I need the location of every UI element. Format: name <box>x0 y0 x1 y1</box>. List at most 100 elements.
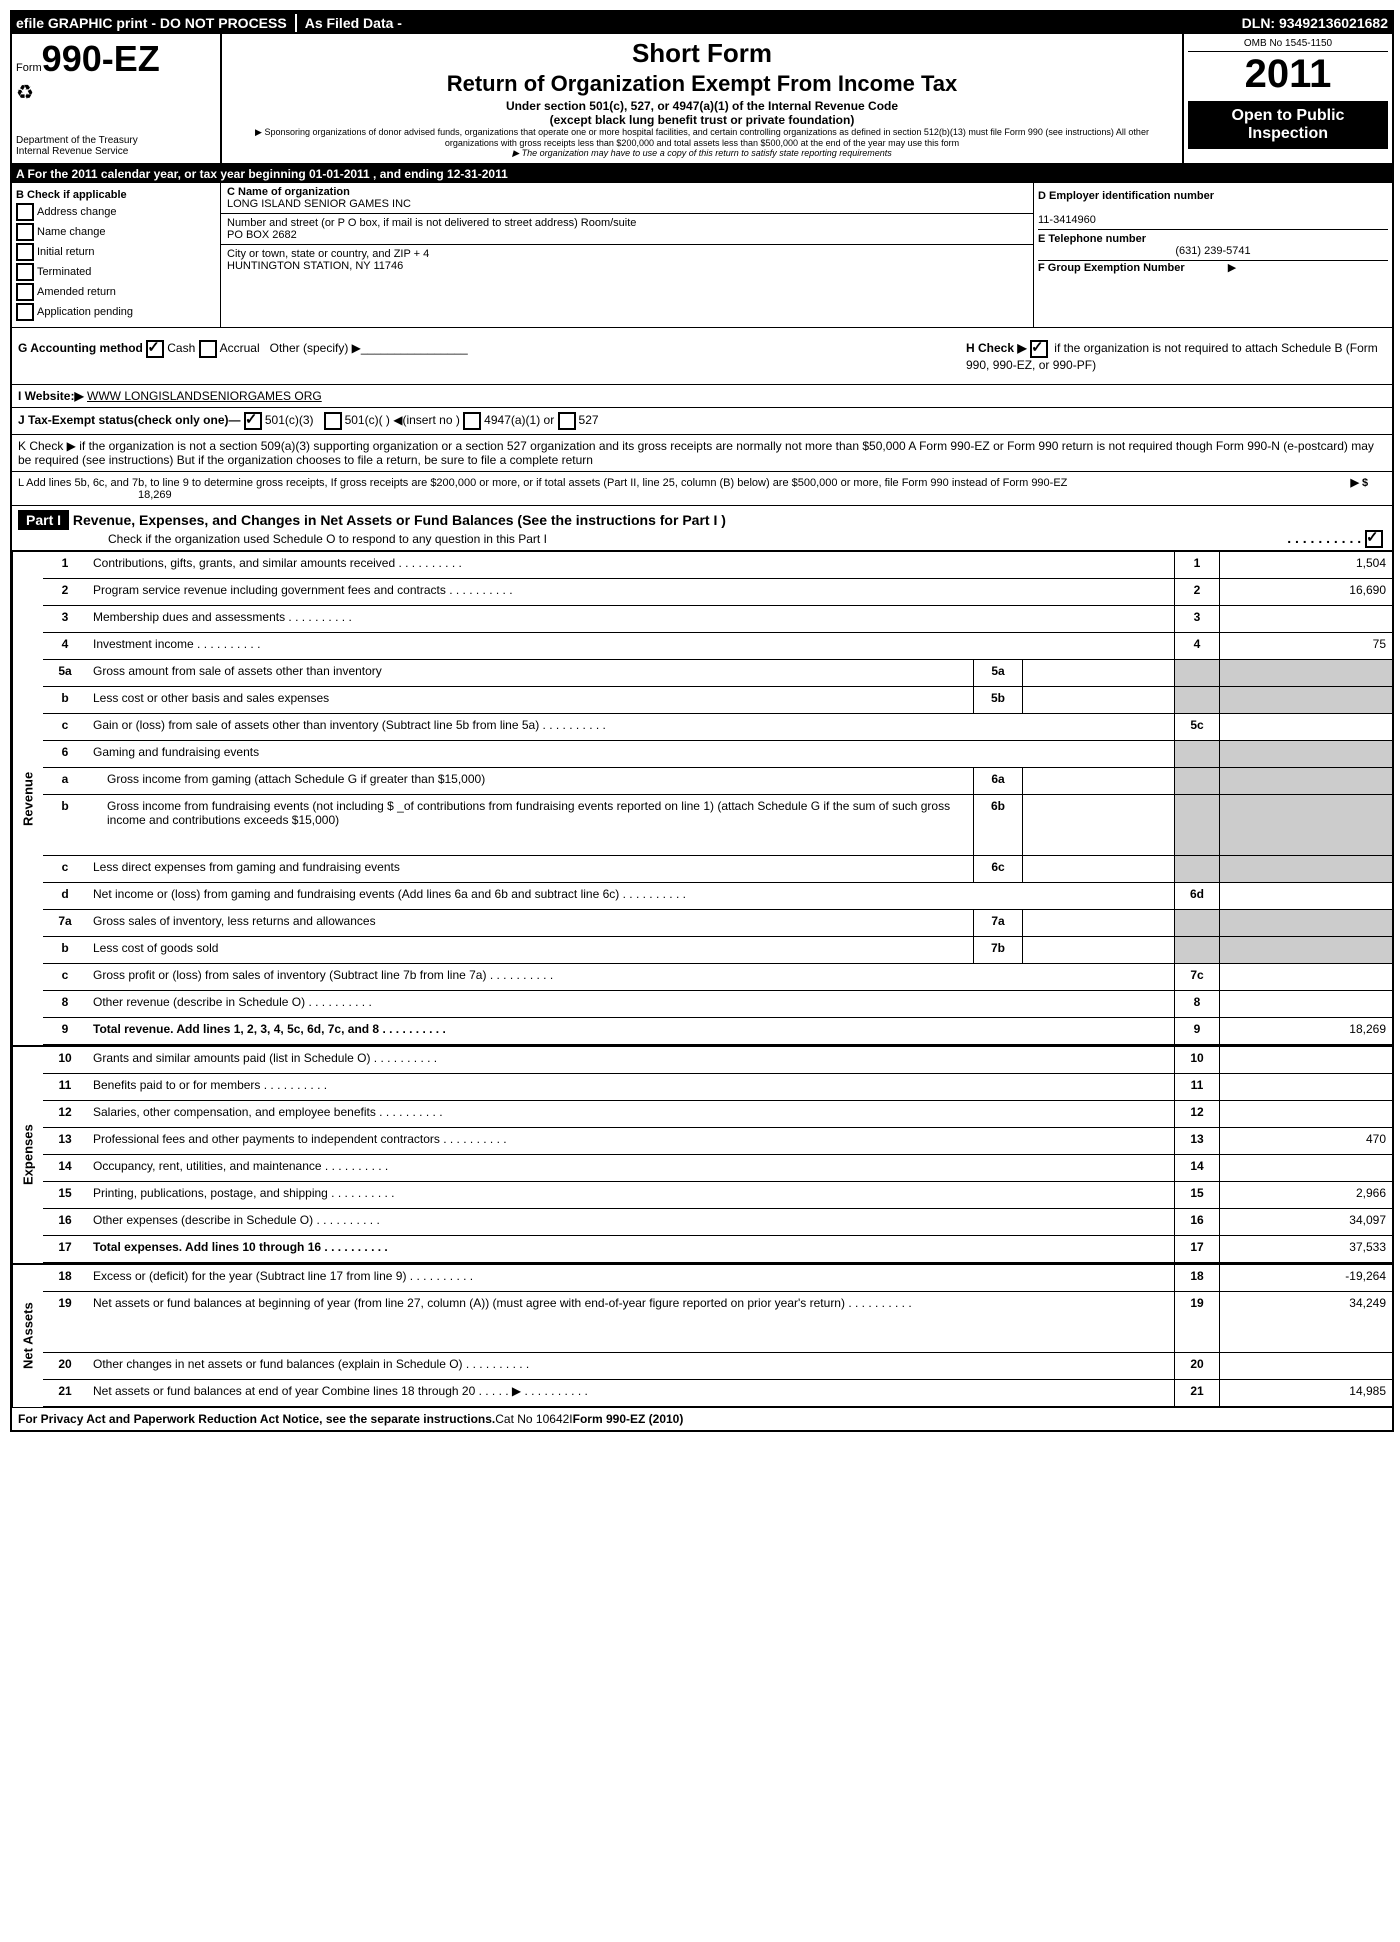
footer: For Privacy Act and Paperwork Reduction … <box>12 1407 1392 1430</box>
line-ref: 17 <box>1174 1236 1219 1262</box>
net-vlabel: Net Assets <box>12 1265 43 1407</box>
line-ref <box>1174 856 1219 882</box>
line-num: b <box>43 687 87 713</box>
line-num: 10 <box>43 1047 87 1073</box>
line-num: 17 <box>43 1236 87 1262</box>
line-num: a <box>43 768 87 794</box>
checkbox[interactable] <box>16 223 34 241</box>
line-row: 21Net assets or fund balances at end of … <box>43 1380 1392 1407</box>
sub-val <box>1023 768 1174 794</box>
line-num: 5a <box>43 660 87 686</box>
line-desc: Gross income from gaming (attach Schedul… <box>87 768 973 794</box>
line-ref: 7c <box>1174 964 1219 990</box>
accrual-checkbox[interactable] <box>199 340 217 358</box>
i-label: I Website:▶ <box>18 389 84 403</box>
g-label: G Accounting method <box>18 341 143 355</box>
line-desc: Benefits paid to or for members <box>87 1074 1174 1100</box>
line-row: 13Professional fees and other payments t… <box>43 1128 1392 1155</box>
line-num: 13 <box>43 1128 87 1154</box>
line-val: 1,504 <box>1219 552 1392 578</box>
line-val: 75 <box>1219 633 1392 659</box>
line-ref: 10 <box>1174 1047 1219 1073</box>
cash-checkbox[interactable] <box>146 340 164 358</box>
form-page: efile GRAPHIC print - DO NOT PROCESS As … <box>10 10 1394 1432</box>
line-ref <box>1174 937 1219 963</box>
part1-title: Revenue, Expenses, and Changes in Net As… <box>73 512 726 528</box>
section-j: J Tax-Exempt status(check only one)— 501… <box>12 407 1392 434</box>
line-row: 4Investment income475 <box>43 633 1392 660</box>
line-num: 14 <box>43 1155 87 1181</box>
line-desc: Total revenue. Add lines 1, 2, 3, 4, 5c,… <box>87 1018 1174 1044</box>
sub-val <box>1023 687 1174 713</box>
top-bar: efile GRAPHIC print - DO NOT PROCESS As … <box>12 12 1392 34</box>
colb-item: Name change <box>16 223 216 241</box>
line-ref <box>1174 795 1219 855</box>
line-val: 16,690 <box>1219 579 1392 605</box>
line-num: 7a <box>43 910 87 936</box>
line-row: 18Excess or (deficit) for the year (Subt… <box>43 1265 1392 1292</box>
line-ref: 14 <box>1174 1155 1219 1181</box>
line-row: 20Other changes in net assets or fund ba… <box>43 1353 1392 1380</box>
j-527-checkbox[interactable] <box>558 412 576 430</box>
part1-checkbox[interactable] <box>1365 530 1383 548</box>
h-checkbox[interactable] <box>1030 340 1048 358</box>
irs-label: Internal Revenue Service <box>16 146 216 157</box>
line-row: 17Total expenses. Add lines 10 through 1… <box>43 1236 1392 1263</box>
line-num: d <box>43 883 87 909</box>
line-desc: Gaming and fundraising events <box>87 741 1174 767</box>
form-prefix: Form <box>16 62 42 74</box>
accrual-label: Accrual <box>220 341 260 355</box>
colb-item: Amended return <box>16 283 216 301</box>
checkbox[interactable] <box>16 263 34 281</box>
line-desc: Gross amount from sale of assets other t… <box>87 660 973 686</box>
checkbox[interactable] <box>16 203 34 221</box>
line-val <box>1219 1047 1392 1073</box>
sub-col: 6a <box>973 768 1174 794</box>
line-row: 14Occupancy, rent, utilities, and mainte… <box>43 1155 1392 1182</box>
colb-item: Address change <box>16 203 216 221</box>
line-val: 37,533 <box>1219 1236 1392 1262</box>
line-desc: Salaries, other compensation, and employ… <box>87 1101 1174 1127</box>
checkbox[interactable] <box>16 243 34 261</box>
line-desc: Net assets or fund balances at beginning… <box>87 1292 1174 1352</box>
line-num: 2 <box>43 579 87 605</box>
g-section: G Accounting method Cash Accrual Other (… <box>12 328 960 384</box>
line-desc: Other expenses (describe in Schedule O) <box>87 1209 1174 1235</box>
org-name: LONG ISLAND SENIOR GAMES INC <box>227 198 411 210</box>
checkbox[interactable] <box>16 283 34 301</box>
line-row: cGain or (loss) from sale of assets othe… <box>43 714 1392 741</box>
sub-col: 6b <box>973 795 1174 855</box>
line-val: 34,249 <box>1219 1292 1392 1352</box>
sub-val <box>1023 795 1174 855</box>
line-desc: Other revenue (describe in Schedule O) <box>87 991 1174 1017</box>
line-num: 11 <box>43 1074 87 1100</box>
sub-val <box>1023 660 1174 686</box>
line-desc: Gross profit or (loss) from sales of inv… <box>87 964 1174 990</box>
header-right: OMB No 1545-1150 2011 Open to Public Ins… <box>1182 34 1392 163</box>
cash-label: Cash <box>167 341 195 355</box>
section-l: L Add lines 5b, 6c, and 7b, to line 9 to… <box>12 471 1392 505</box>
sub-num: 7b <box>974 937 1023 963</box>
line-row: bLess cost or other basis and sales expe… <box>43 687 1392 714</box>
sub-val <box>1023 937 1174 963</box>
checkbox[interactable] <box>16 303 34 321</box>
sub-col: 6c <box>973 856 1174 882</box>
j-c3-checkbox[interactable] <box>244 412 262 430</box>
sub3: ▶ Sponsoring organizations of donor advi… <box>230 127 1174 148</box>
col-c: C Name of organization LONG ISLAND SENIO… <box>221 183 1033 327</box>
e-phone: E Telephone number (631) 239-5741 <box>1038 230 1388 261</box>
divider <box>295 14 297 32</box>
line-ref <box>1174 768 1219 794</box>
line-num: 20 <box>43 1353 87 1379</box>
sub-val <box>1023 910 1174 936</box>
line-num: 8 <box>43 991 87 1017</box>
section-k: K Check ▶ if the organization is not a s… <box>12 434 1392 471</box>
line-val <box>1219 606 1392 632</box>
line-desc: Gross income from fundraising events (no… <box>87 795 973 855</box>
j-c-checkbox[interactable] <box>324 412 342 430</box>
line-desc: Gross sales of inventory, less returns a… <box>87 910 973 936</box>
open-public: Open to Public Inspection <box>1188 101 1388 149</box>
line-desc: Investment income <box>87 633 1174 659</box>
j-a-checkbox[interactable] <box>463 412 481 430</box>
l-val: 18,269 <box>138 489 172 501</box>
